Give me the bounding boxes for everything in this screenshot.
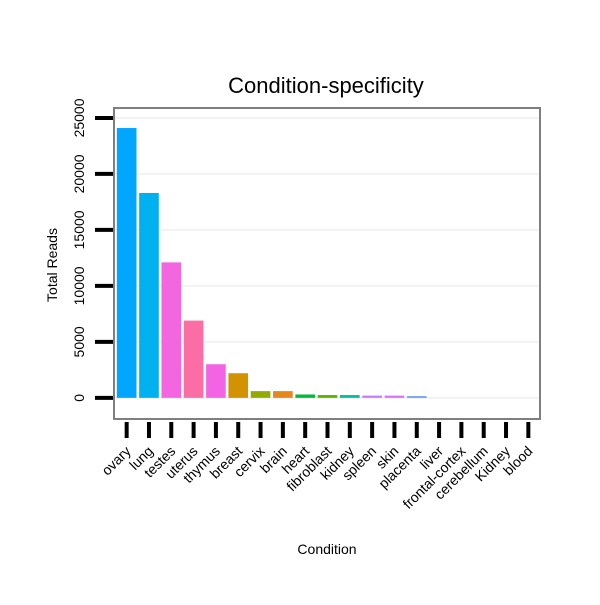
bar-thymus xyxy=(206,364,226,398)
bar-lung xyxy=(139,192,159,398)
bar-heart xyxy=(295,394,316,398)
y-tick-label: 10000 xyxy=(71,266,87,305)
y-tick-label: 20000 xyxy=(71,154,87,193)
y-axis: 0 5000 10000 15000 20000 25000 xyxy=(71,98,113,402)
bar-brain xyxy=(273,391,293,398)
y-axis-title: Total Reads xyxy=(44,228,60,302)
bar-ovary xyxy=(116,128,137,398)
bars xyxy=(116,128,427,398)
x-axis-title: Condition xyxy=(297,541,356,557)
bar-breast xyxy=(228,373,249,398)
y-tick-label: 0 xyxy=(71,394,87,402)
bar-skin xyxy=(384,395,405,398)
x-axis: ovarylungtestesuterusthymusbreastcervixb… xyxy=(98,422,535,512)
bar-cervix xyxy=(250,391,271,398)
bar-uterus xyxy=(183,320,204,398)
bar-spleen xyxy=(362,395,382,398)
chart-title: Condition-specificity xyxy=(228,73,424,98)
bar-testes xyxy=(161,262,182,398)
bar-kidney xyxy=(339,395,360,398)
y-tick-label: 5000 xyxy=(71,326,87,357)
bar-fibroblast xyxy=(317,395,338,398)
bar-placenta xyxy=(406,396,427,398)
y-tick-label: 15000 xyxy=(71,210,87,249)
y-tick-label: 25000 xyxy=(71,98,87,137)
